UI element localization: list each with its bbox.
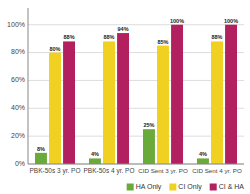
bar [157, 46, 169, 164]
x-tick-label: CID Sent 4 yr. PO [192, 167, 242, 174]
y-axis-line [28, 8, 29, 164]
x-tick-label: PBK-50s 3 yr. PO [30, 167, 81, 175]
legend-label: CI & HA [219, 183, 245, 190]
grid-line [28, 164, 244, 165]
data-labels: 8% 4% 25% 4% 80% 88% 85% 88% 88% 94% 100% 100% [37, 18, 238, 158]
grid-line [28, 24, 244, 25]
legend-label: HA Only [136, 183, 162, 191]
legend-swatch [127, 184, 134, 191]
data-label: 4% [199, 151, 207, 157]
legend-swatch [210, 184, 217, 191]
chart: 0%20%40%60%80%100%8%4%25%4%80%88%85%88%8… [0, 0, 250, 194]
bar [171, 25, 183, 164]
data-label: 94% [118, 26, 129, 32]
x-axis-line [28, 164, 244, 165]
data-label: 85% [157, 39, 168, 45]
y-tick-label: 40% [11, 104, 25, 111]
y-tick-label: 0% [15, 160, 25, 167]
bar [63, 41, 75, 164]
bar [103, 41, 115, 164]
data-label: 88% [211, 34, 222, 40]
y-tick-label: 60% [11, 76, 25, 83]
y-tick-label: 100% [7, 21, 25, 28]
data-label: 100% [224, 18, 238, 24]
x-tick-label: PBK-50s 4 yr. PO [84, 167, 135, 175]
data-label: 25% [143, 122, 154, 128]
legend-swatch [169, 184, 176, 191]
bar [143, 129, 155, 164]
y-tick-label: 80% [11, 48, 25, 55]
legend: HA Only CI Only CI & HA [127, 183, 245, 191]
bar [197, 158, 209, 164]
bar [35, 153, 47, 164]
bars [35, 25, 237, 164]
bar [117, 33, 129, 164]
data-label: 4% [91, 151, 99, 157]
bar [49, 53, 61, 164]
y-tick-label: 20% [11, 132, 25, 139]
data-label: 80% [49, 46, 60, 52]
legend-label: CI Only [178, 183, 202, 191]
grid [28, 25, 244, 164]
bar [89, 158, 101, 164]
data-label: 88% [64, 34, 75, 40]
x-tick-label: CID Sent 3 yr. PO [138, 167, 188, 174]
bar [225, 25, 237, 164]
data-label: 100% [170, 18, 184, 24]
data-label: 88% [103, 34, 114, 40]
bar [211, 41, 223, 164]
data-label: 8% [37, 146, 45, 152]
